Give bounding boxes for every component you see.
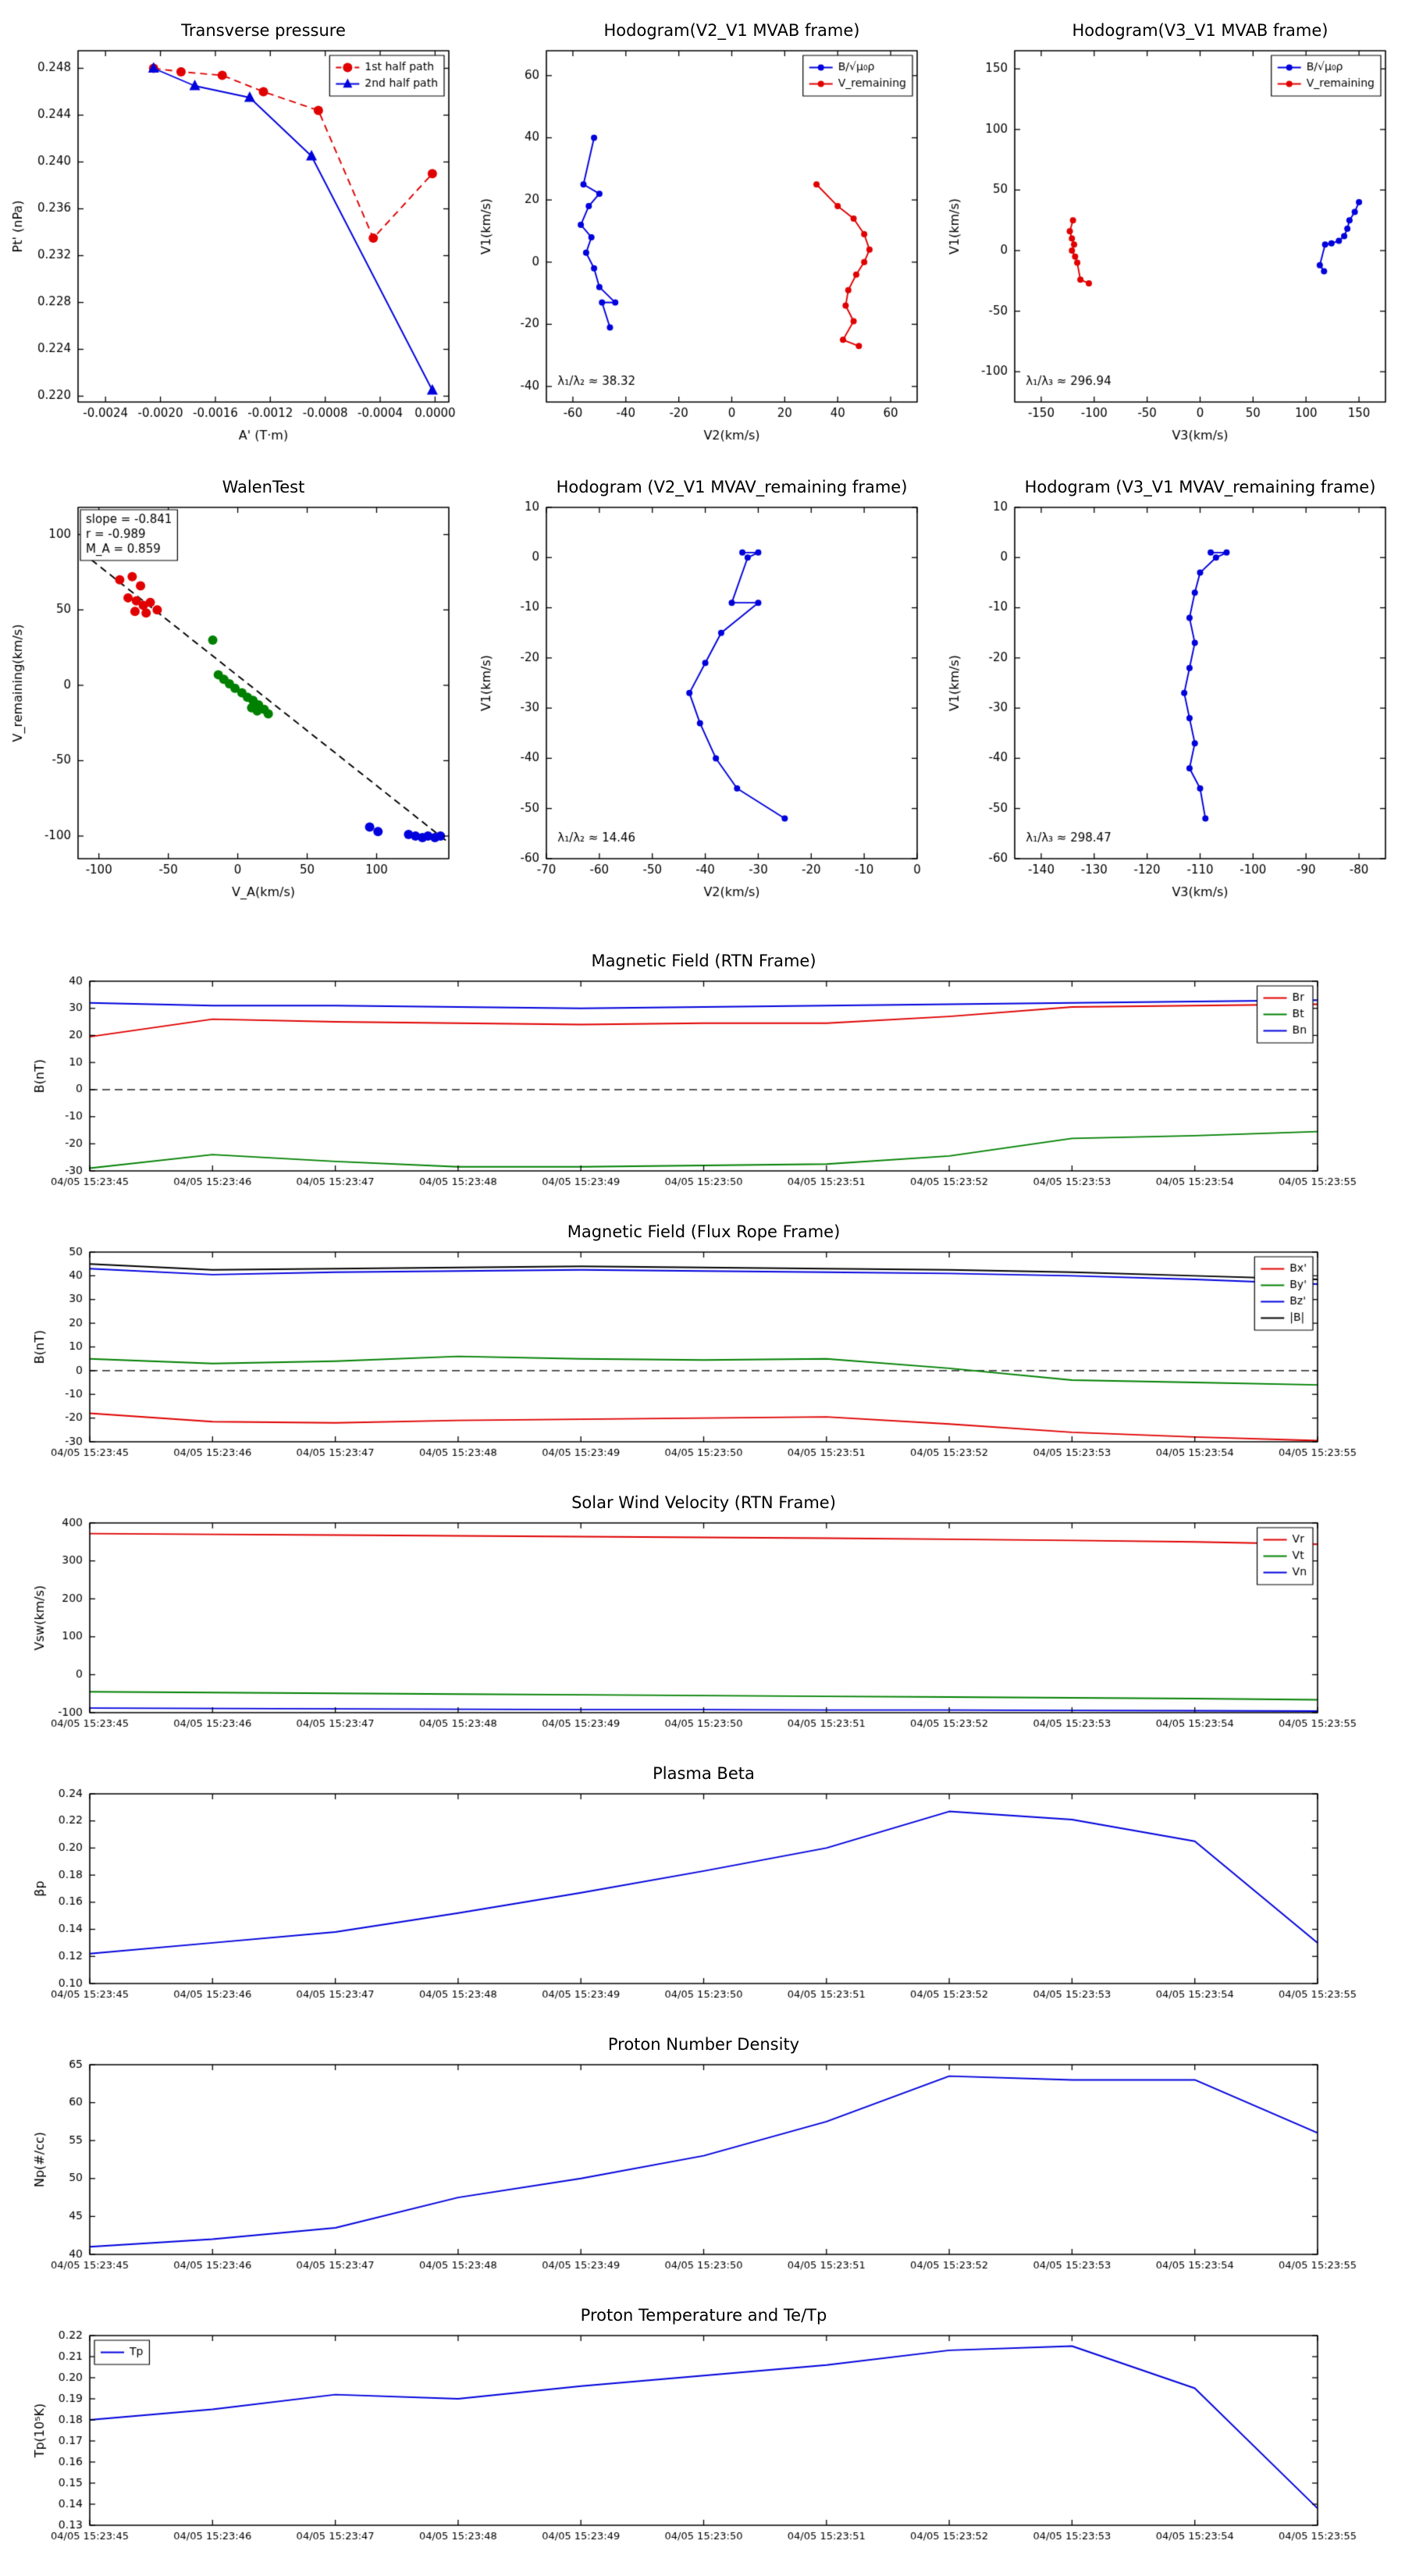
magnetic-field-rtn-plot [0,948,1405,1214]
panel-solar-wind-velocity: Solar Wind Velocity (RTN Frame) [0,1490,1405,1756]
transverse-pressure-plot [0,12,468,457]
panel-hodogram-v2v1-mvav: Hodogram (V2_V1 MVAV_remaining frame) [468,468,937,913]
hodogram-v3v1-mvav-plot [937,468,1405,913]
panel-hodogram-v2v1-mvab: Hodogram(V2_V1 MVAB frame) [468,12,937,457]
panel-magnetic-field-flux-rope: Magnetic Field (Flux Rope Frame) [0,1219,1405,1485]
walen-test-plot [0,468,468,913]
panel-proton-temperature: Proton Temperature and Te/Tp [0,2303,1405,2568]
hodogram-v2v1-mvab-plot [468,12,937,457]
magnetic-field-flux-rope-plot [0,1219,1405,1485]
proton-temperature-plot [0,2303,1405,2568]
solar-wind-velocity-plot [0,1490,1405,1756]
plasma-beta-plot [0,1761,1405,2026]
hodogram-v2v1-mvav-plot [468,468,937,913]
proton-number-density-plot [0,2032,1405,2297]
hodogram-v3v1-mvab-plot [937,12,1405,457]
panel-magnetic-field-rtn: Magnetic Field (RTN Frame) [0,948,1405,1214]
panel-proton-number-density: Proton Number Density [0,2032,1405,2297]
panel-transverse-pressure: Transverse pressure [0,12,468,457]
panel-plasma-beta: Plasma Beta [0,1761,1405,2026]
panel-hodogram-v3v1-mvab: Hodogram(V3_V1 MVAB frame) [937,12,1405,457]
panel-hodogram-v3v1-mvav: Hodogram (V3_V1 MVAV_remaining frame) [937,468,1405,913]
panel-walen-test: WalenTest [0,468,468,913]
